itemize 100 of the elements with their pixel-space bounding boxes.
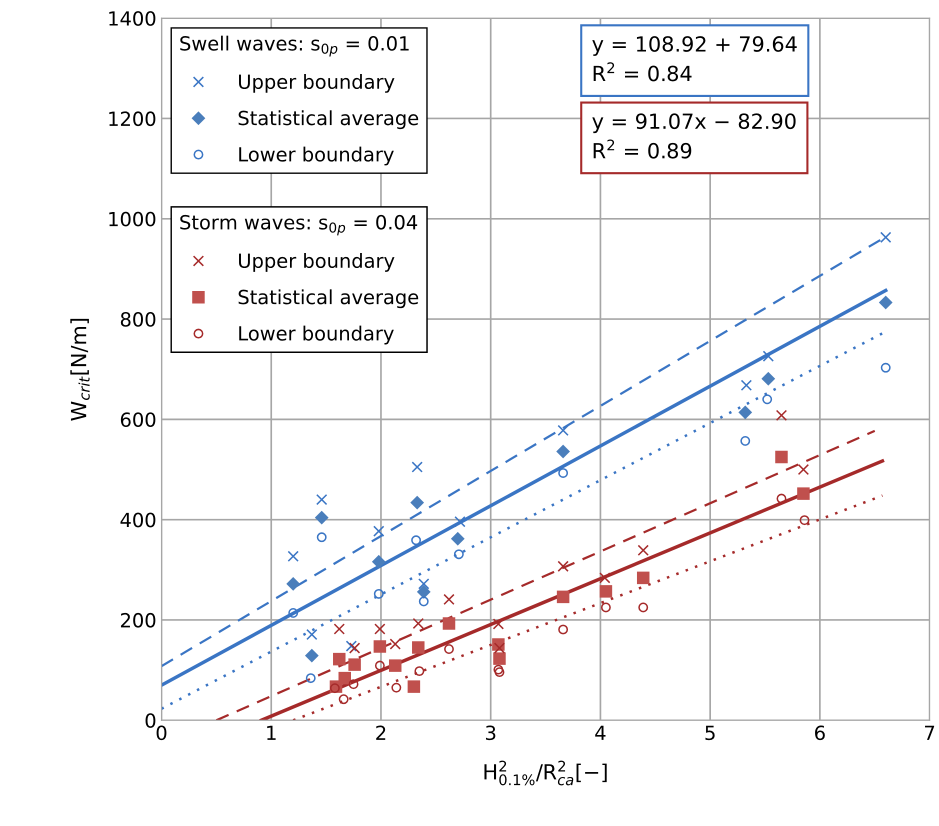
point — [599, 572, 610, 584]
point — [556, 444, 570, 458]
point — [775, 450, 788, 464]
point — [373, 526, 384, 537]
point — [762, 394, 772, 404]
point — [374, 660, 385, 671]
point — [288, 608, 298, 618]
x-axis-title: H$^{2}$$_{0.1%}$/R$^{2}$$_{ca}$[−] — [484, 760, 607, 786]
point — [454, 516, 466, 528]
point — [442, 617, 456, 630]
point — [408, 680, 420, 693]
point — [494, 642, 506, 654]
point — [306, 628, 318, 640]
point — [451, 532, 464, 546]
point — [372, 555, 386, 568]
point — [738, 406, 752, 419]
point — [315, 511, 328, 524]
x-tick-label: 4 — [595, 726, 606, 740]
point — [412, 641, 425, 654]
x-tick-label: 6 — [815, 725, 825, 740]
legend-label: Lower boundary — [239, 326, 394, 344]
point — [390, 638, 401, 650]
point — [740, 436, 750, 446]
point — [636, 572, 650, 584]
point — [558, 468, 568, 478]
point — [798, 464, 810, 476]
point — [418, 596, 429, 606]
point — [391, 682, 402, 693]
point — [414, 666, 424, 676]
point — [418, 578, 430, 590]
point — [417, 585, 430, 598]
text: Storm waves: s$_{0p}$ = 0.04 — [180, 214, 418, 236]
point — [600, 602, 611, 612]
point — [600, 585, 612, 598]
x-tick-label: 5 — [705, 726, 715, 740]
x-tick-label: 2 — [376, 725, 386, 740]
point — [388, 659, 402, 672]
y-tick-label: 800 — [120, 312, 156, 327]
point — [306, 673, 316, 684]
point — [776, 410, 788, 421]
point — [638, 544, 649, 556]
point — [374, 640, 386, 653]
point — [444, 644, 454, 654]
point — [638, 602, 648, 612]
y-axis-title: W$_{crit}$[N/m] — [70, 318, 90, 421]
point — [776, 494, 786, 504]
annotation: y = 108.92 + 79.64 R$^{2}$ = 0.84 — [592, 36, 797, 82]
y-tick-label: 1200 — [109, 111, 156, 126]
legend-label: Statistical average — [238, 110, 418, 130]
point — [330, 683, 340, 694]
point — [412, 461, 423, 473]
point — [333, 652, 346, 666]
point — [374, 623, 386, 635]
point — [557, 560, 569, 572]
point — [797, 487, 810, 500]
point — [412, 618, 424, 630]
legend-label: Upper boundary — [239, 74, 394, 93]
text: Swell waves: s$_{0p}$ = 0.01 — [180, 36, 409, 56]
point — [762, 350, 774, 362]
point — [348, 679, 358, 690]
x-tick-label: 3 — [486, 725, 496, 740]
point — [556, 590, 570, 604]
point — [762, 372, 775, 386]
point — [338, 694, 349, 704]
point — [494, 667, 504, 678]
annotation: y = 91.07x − 82.90 R$^{2}$ = 0.89 — [592, 113, 796, 159]
y-tick-label: 0 — [146, 713, 156, 728]
point — [316, 532, 327, 542]
legend-label: Statistical average — [238, 289, 418, 308]
x-tick-label: 0 — [156, 725, 166, 740]
legend-label: Upper boundary — [239, 253, 394, 272]
point — [454, 549, 464, 560]
point — [880, 232, 892, 243]
point — [880, 362, 891, 373]
point — [334, 623, 345, 635]
point — [740, 380, 752, 391]
point — [411, 535, 422, 546]
point — [493, 664, 504, 675]
point — [558, 624, 568, 634]
y-tick-label: 600 — [120, 412, 156, 428]
point — [348, 658, 361, 671]
point — [305, 648, 318, 662]
y-tick-label: 1400 — [109, 11, 156, 26]
point — [374, 588, 384, 599]
x-tick-label: 1 — [267, 726, 276, 740]
point — [443, 594, 455, 606]
point — [493, 652, 506, 665]
y-tick-label: 1000 — [109, 212, 156, 226]
point — [492, 618, 504, 630]
y-tick-label: 200 — [120, 612, 156, 628]
y-tick-label: 400 — [120, 512, 156, 528]
point — [410, 496, 424, 510]
point — [286, 577, 300, 590]
point — [557, 424, 569, 436]
point — [288, 550, 299, 562]
point — [800, 515, 810, 526]
point — [346, 640, 357, 652]
x-tick-label: 7 — [925, 726, 934, 740]
point — [349, 642, 360, 654]
point — [316, 494, 328, 506]
